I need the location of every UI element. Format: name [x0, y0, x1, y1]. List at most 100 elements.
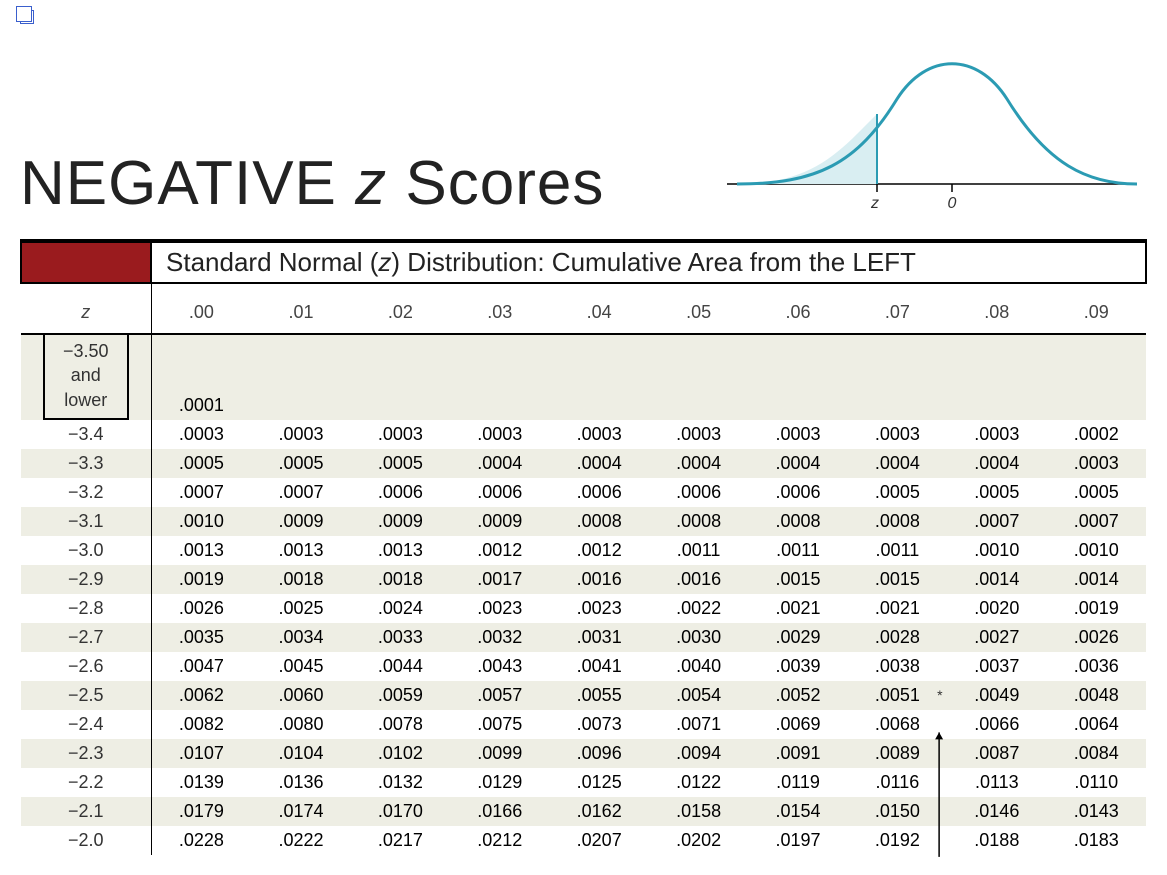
value-cell: .0013	[351, 536, 450, 565]
page-title: NEGATIVE z Scores	[20, 148, 604, 219]
value-cell: .0071	[649, 710, 748, 739]
table-row-first: −3.50 and lower .0001	[21, 334, 1146, 420]
value-cell: .0104	[251, 739, 350, 768]
zcell: −2.2	[21, 768, 151, 797]
col-head-01: .01	[251, 283, 350, 334]
first-label-0: −3.50	[63, 341, 109, 361]
col-head-07: .07	[848, 283, 947, 334]
col-head-00: .00	[151, 283, 251, 334]
value-cell: .0009	[351, 507, 450, 536]
table-row: −3.3.0005.0005.0005.0004.0004.0004.0004.…	[21, 449, 1146, 478]
value-cell: .0060	[251, 681, 350, 710]
zcell: −3.4	[21, 420, 151, 449]
value-cell: .0154	[748, 797, 847, 826]
value-cell: .0039	[748, 652, 847, 681]
value-cell: .0010	[151, 507, 251, 536]
value-cell: .0004	[947, 449, 1046, 478]
value-cell: .0052	[748, 681, 847, 710]
value-cell: .0016	[549, 565, 648, 594]
value-cell: .0099	[450, 739, 549, 768]
value-cell: .0003	[351, 420, 450, 449]
table-row: −2.4.0082.0080.0078.0075.0073.0071.0069.…	[21, 710, 1146, 739]
value-cell: .0170	[351, 797, 450, 826]
value-cell: .0192	[848, 826, 947, 855]
value-cell: .0055	[549, 681, 648, 710]
value-cell: .0005	[251, 449, 350, 478]
value-cell: .0003	[151, 420, 251, 449]
value-cell: .0015	[848, 565, 947, 594]
value-cell: .0010	[947, 536, 1046, 565]
col-head-04: .04	[549, 283, 648, 334]
value-cell: .0022	[649, 594, 748, 623]
value-cell: .0014	[947, 565, 1046, 594]
value-cell: .0096	[549, 739, 648, 768]
value-cell: .0005	[351, 449, 450, 478]
value-cell: .0020	[947, 594, 1046, 623]
zcell: −2.6	[21, 652, 151, 681]
title-part-z: z	[355, 149, 387, 218]
table-row: −2.9.0019.0018.0018.0017.0016.0016.0015.…	[21, 565, 1146, 594]
value-cell: .0006	[351, 478, 450, 507]
value-cell: .0094	[649, 739, 748, 768]
value-cell: .0084	[1047, 739, 1146, 768]
value-cell: .0003	[649, 420, 748, 449]
value-cell: .0107	[151, 739, 251, 768]
zcell: −2.7	[21, 623, 151, 652]
zcell: −2.3	[21, 739, 151, 768]
value-cell: .0027	[947, 623, 1046, 652]
value-cell: .0122	[649, 768, 748, 797]
value-cell: .0132	[351, 768, 450, 797]
value-cell: .0080	[251, 710, 350, 739]
zcell: −2.1	[21, 797, 151, 826]
value-cell: .0004	[649, 449, 748, 478]
table-title-c: ) Distribution: Cumulative Area from the…	[391, 247, 916, 277]
first-label-2: lower	[64, 390, 107, 410]
value-cell: .0011	[848, 536, 947, 565]
first-row-value: .0001	[151, 334, 251, 420]
value-cell: .0011	[649, 536, 748, 565]
value-cell: .0006	[748, 478, 847, 507]
value-cell: .0007	[1047, 507, 1146, 536]
value-cell: .0044	[351, 652, 450, 681]
value-cell: .0047	[151, 652, 251, 681]
value-cell: .0010	[1047, 536, 1146, 565]
col-head-09: .09	[1047, 283, 1146, 334]
value-cell: .0003	[947, 420, 1046, 449]
value-cell: .0003	[251, 420, 350, 449]
table-row: −2.8.0026.0025.0024.0023.0023.0022.0021.…	[21, 594, 1146, 623]
value-cell: .0051	[848, 681, 947, 710]
value-cell: .0059	[351, 681, 450, 710]
value-cell: .0007	[251, 478, 350, 507]
value-cell: .0129	[450, 768, 549, 797]
table-row: −2.5.0062.0060.0059.0057.0055.0054.0052.…	[21, 681, 1146, 710]
zcell-first: −3.50 and lower	[21, 334, 151, 420]
value-cell: .0006	[450, 478, 549, 507]
value-cell: .0005	[947, 478, 1046, 507]
value-cell: .0008	[649, 507, 748, 536]
table-row: −3.2.0007.0007.0006.0006.0006.0006.0006.…	[21, 478, 1146, 507]
zcell: −3.2	[21, 478, 151, 507]
col-head-05: .05	[649, 283, 748, 334]
zcell: −2.4	[21, 710, 151, 739]
value-cell: .0038	[848, 652, 947, 681]
value-cell: .0003	[549, 420, 648, 449]
value-cell: .0179	[151, 797, 251, 826]
value-cell: .0089	[848, 739, 947, 768]
zcell: −2.8	[21, 594, 151, 623]
col-head-02: .02	[351, 283, 450, 334]
table-row: −3.0.0013.0013.0013.0012.0012.0011.0011.…	[21, 536, 1146, 565]
value-cell: .0162	[549, 797, 648, 826]
value-cell: .0073	[549, 710, 648, 739]
value-cell: .0150	[848, 797, 947, 826]
value-cell: .0069	[748, 710, 847, 739]
table-row: −3.1.0010.0009.0009.0009.0008.0008.0008.…	[21, 507, 1146, 536]
value-cell: .0033	[351, 623, 450, 652]
value-cell: .0043	[450, 652, 549, 681]
value-cell: .0212	[450, 826, 549, 855]
header-row: NEGATIVE z Scores z 0	[20, 44, 1147, 219]
table-row: −2.3.0107.0104.0102.0099.0096.0094.0091.…	[21, 739, 1146, 768]
value-cell: .0045	[251, 652, 350, 681]
col-head-03: .03	[450, 283, 549, 334]
table-row: −2.2.0139.0136.0132.0129.0125.0122.0119.…	[21, 768, 1146, 797]
value-cell: .0006	[649, 478, 748, 507]
